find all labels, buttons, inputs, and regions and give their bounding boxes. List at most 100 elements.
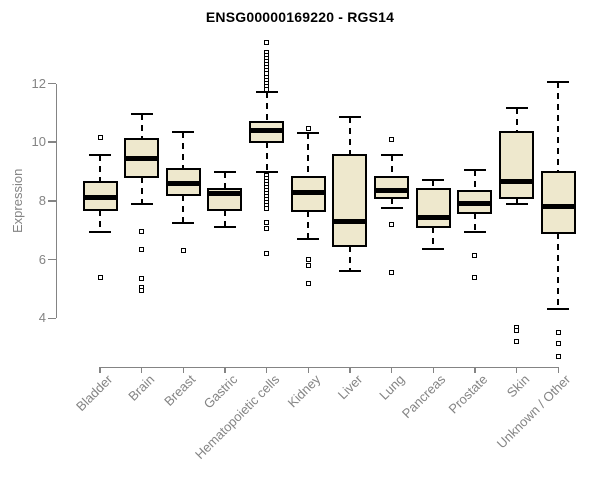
y-axis-tick bbox=[48, 200, 56, 202]
median-line bbox=[334, 218, 366, 224]
outlier-point bbox=[139, 287, 145, 293]
whisker-upper-line bbox=[223, 171, 226, 190]
outlier-point bbox=[264, 39, 270, 45]
median-line bbox=[292, 189, 324, 195]
x-axis-tick bbox=[557, 366, 559, 373]
median-line bbox=[126, 155, 158, 161]
whisker-lower-line bbox=[348, 246, 351, 272]
outlier-point bbox=[555, 340, 561, 346]
outlier-point bbox=[555, 353, 561, 359]
outlier-point bbox=[305, 257, 311, 263]
x-axis-tick bbox=[265, 366, 268, 373]
whisker-lower-cap bbox=[505, 202, 528, 205]
whisker-upper-line bbox=[515, 108, 518, 132]
whisker-upper-cap bbox=[255, 91, 278, 94]
median-line bbox=[209, 191, 241, 197]
median-line bbox=[501, 179, 533, 185]
whisker-lower-line bbox=[432, 227, 435, 250]
y-tick-label: 6 bbox=[38, 251, 46, 267]
outlier-point bbox=[389, 221, 395, 227]
whisker-lower-line bbox=[140, 177, 143, 204]
outlier-point bbox=[139, 276, 145, 282]
whisker-upper-cap bbox=[172, 130, 195, 133]
whisker-upper-line bbox=[182, 131, 185, 169]
outlier-point bbox=[97, 135, 103, 141]
whisker-upper-cap bbox=[338, 116, 361, 119]
y-axis-tick bbox=[48, 258, 56, 261]
whisker-lower-cap bbox=[338, 270, 361, 273]
x-axis-tick bbox=[515, 366, 518, 373]
outlier-point bbox=[264, 226, 270, 232]
outlier-point bbox=[555, 330, 561, 336]
whisker-upper-cap bbox=[547, 81, 570, 84]
x-axis-tick bbox=[474, 366, 476, 373]
whisker-upper-line bbox=[99, 155, 101, 182]
whisker-lower-cap bbox=[130, 202, 153, 205]
median-line bbox=[84, 195, 116, 201]
median-line bbox=[459, 201, 491, 207]
whisker-lower-cap bbox=[463, 230, 486, 233]
whisker-lower-cap bbox=[547, 308, 570, 311]
x-axis-tick bbox=[182, 366, 185, 373]
whisker-upper-cap bbox=[380, 154, 403, 157]
outlier-point bbox=[264, 205, 270, 211]
whisker-upper-cap bbox=[505, 107, 528, 110]
whisker-lower-cap bbox=[422, 248, 445, 251]
median-line bbox=[251, 127, 283, 133]
box bbox=[374, 176, 410, 199]
whisker-upper-line bbox=[265, 92, 268, 122]
outlier-point bbox=[472, 274, 478, 280]
outlier-point bbox=[264, 220, 270, 226]
median-line bbox=[417, 214, 449, 220]
outlier-point bbox=[139, 246, 145, 252]
outlier-point bbox=[305, 262, 311, 268]
whisker-lower-line bbox=[265, 142, 268, 172]
whisker-upper-cap bbox=[297, 132, 320, 135]
whisker-upper-line bbox=[390, 155, 393, 178]
y-axis-tick bbox=[48, 141, 56, 143]
y-tick-label: 8 bbox=[38, 192, 46, 208]
x-axis-tick bbox=[307, 366, 310, 373]
whisker-upper-line bbox=[473, 170, 476, 191]
x-axis-line bbox=[99, 366, 559, 368]
whisker-lower-cap bbox=[213, 226, 236, 229]
box bbox=[415, 188, 451, 229]
whisker-upper-line bbox=[557, 82, 560, 172]
outlier-point bbox=[514, 327, 520, 333]
box bbox=[332, 154, 368, 248]
whisker-lower-cap bbox=[255, 170, 278, 173]
whisker-lower-line bbox=[223, 209, 226, 228]
x-axis-tick bbox=[349, 366, 351, 373]
whisker-lower-line bbox=[99, 209, 101, 232]
whisker-lower-cap bbox=[89, 230, 111, 233]
median-line bbox=[376, 188, 408, 194]
outlier-point bbox=[305, 126, 311, 132]
y-tick-label: 10 bbox=[31, 134, 46, 150]
x-axis-tick bbox=[390, 366, 393, 373]
whisker-upper-cap bbox=[89, 154, 111, 157]
whisker-upper-cap bbox=[463, 169, 486, 172]
whisker-upper-line bbox=[432, 180, 435, 190]
outlier-point bbox=[389, 270, 395, 276]
y-tick-label: 12 bbox=[31, 75, 46, 91]
median-line bbox=[542, 204, 574, 210]
whisker-lower-line bbox=[390, 197, 393, 209]
outlier-point bbox=[305, 280, 311, 286]
outlier-point bbox=[264, 251, 270, 257]
x-axis-tick bbox=[140, 366, 143, 373]
outlier-point bbox=[264, 86, 270, 92]
whisker-upper-line bbox=[307, 133, 310, 178]
whisker-upper-cap bbox=[213, 170, 236, 173]
outlier-point bbox=[389, 136, 395, 142]
whisker-upper-cap bbox=[422, 179, 445, 182]
y-axis-line bbox=[55, 83, 57, 319]
box bbox=[540, 170, 576, 235]
median-line bbox=[167, 180, 199, 186]
outlier-point bbox=[97, 274, 103, 280]
whisker-lower-cap bbox=[172, 221, 195, 224]
outlier-point bbox=[180, 248, 186, 254]
whisker-upper-line bbox=[348, 117, 351, 156]
box bbox=[499, 130, 535, 199]
y-axis-tick bbox=[48, 82, 56, 85]
